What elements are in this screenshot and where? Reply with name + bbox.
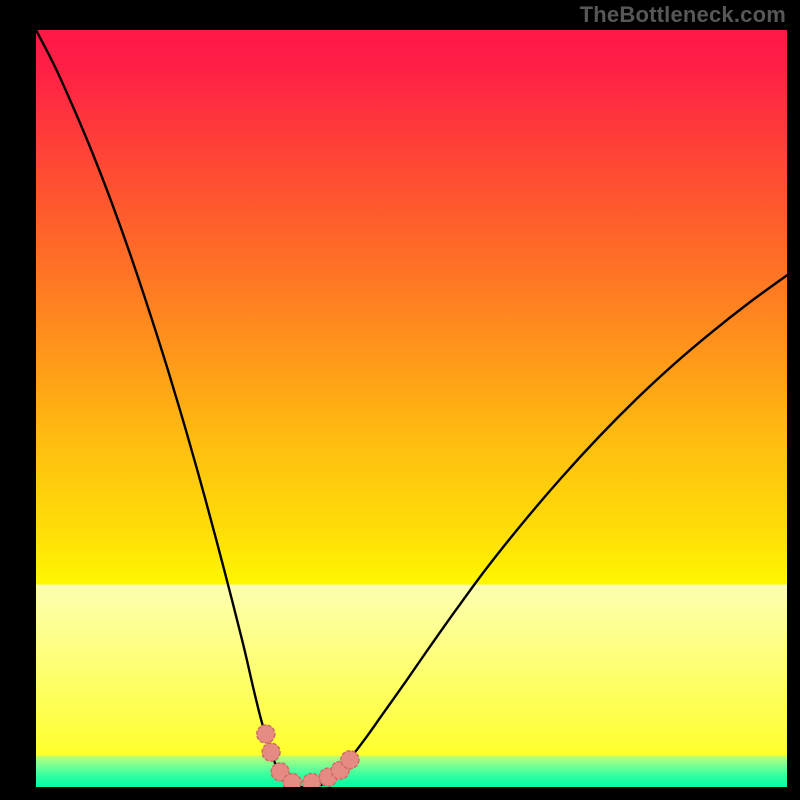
marker-dot — [341, 751, 359, 769]
marker-dot — [257, 725, 275, 743]
marker-dot — [262, 743, 280, 761]
watermark-text: TheBottleneck.com — [580, 2, 786, 28]
chart-stage: TheBottleneck.com — [0, 0, 800, 800]
bottleneck-chart — [0, 0, 800, 800]
